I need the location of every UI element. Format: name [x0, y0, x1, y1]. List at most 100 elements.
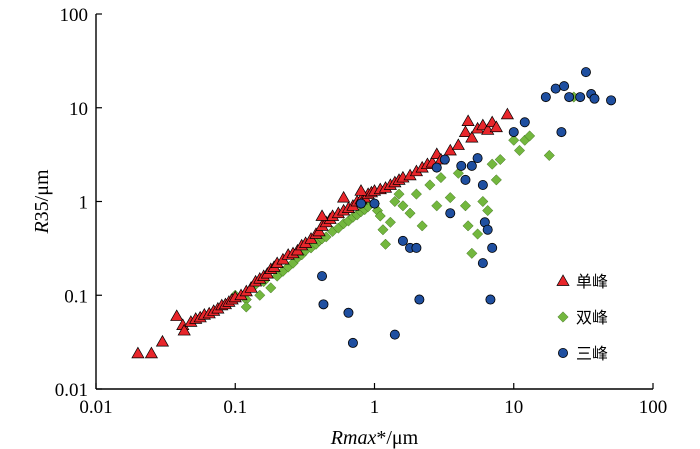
data-point-circle — [472, 153, 483, 164]
data-point-triangle — [337, 190, 351, 203]
data-point-circle — [356, 198, 367, 209]
legend-item: 双峰 — [557, 308, 608, 327]
data-point-diamond — [524, 130, 536, 142]
data-point-triangle — [315, 209, 329, 221]
data-point-circle — [477, 179, 488, 190]
data-point-circle — [559, 81, 570, 92]
y-tick-label: 100 — [60, 5, 89, 26]
data-point-circle — [580, 67, 591, 78]
data-point-circle — [564, 92, 575, 103]
data-point-diamond — [466, 247, 478, 259]
data-point-diamond — [379, 238, 392, 250]
data-point-diamond — [490, 174, 502, 186]
legend-marker-triangle — [556, 274, 570, 286]
x-tick-label: 1 — [370, 397, 380, 418]
data-point-diamond — [462, 220, 474, 232]
data-points — [131, 67, 617, 359]
y-tick-label: 1 — [79, 193, 89, 214]
data-point-diamond — [404, 207, 416, 219]
legend-item: 三峰 — [558, 344, 608, 363]
data-point-circle — [575, 92, 586, 103]
legend-label: 双峰 — [576, 308, 608, 327]
data-point-circle — [477, 258, 488, 269]
data-point-circle — [397, 235, 408, 246]
data-point-circle — [343, 307, 354, 318]
data-point-circle — [439, 154, 450, 165]
data-point-circle — [550, 83, 561, 94]
data-point-triangle — [489, 120, 503, 133]
data-point-triangle — [155, 334, 170, 347]
legend-label: 三峰 — [576, 344, 608, 363]
legend-marker-diamond — [557, 311, 569, 323]
data-point-circle — [606, 95, 617, 106]
data-point-circle — [445, 208, 456, 219]
y-axis-label: R35/μm — [31, 169, 53, 234]
x-tick-label: 0.1 — [223, 397, 247, 418]
data-point-triangle — [354, 184, 368, 196]
data-point-circle — [431, 162, 442, 173]
data-point-diamond — [240, 301, 252, 313]
data-point-triangle — [458, 125, 473, 137]
data-point-circle — [485, 294, 496, 305]
data-point-diamond — [508, 134, 520, 146]
y-tick-label: 0.01 — [55, 380, 88, 401]
data-point-diamond — [444, 192, 456, 204]
data-point-diamond — [513, 144, 526, 157]
data-point-circle — [487, 242, 498, 253]
data-point-diamond — [416, 220, 428, 232]
x-tick-label: 0.01 — [79, 397, 112, 418]
data-point-diamond — [377, 224, 389, 236]
data-point-triangle — [465, 130, 479, 143]
x-tick-label: 10 — [504, 397, 523, 418]
data-point-diamond — [472, 228, 484, 240]
x-axis-label: Rmax*/μm — [330, 427, 419, 449]
data-point-diamond — [393, 188, 405, 200]
data-point-triangle — [177, 323, 191, 336]
data-point-diamond — [374, 210, 386, 222]
data-point-circle — [482, 224, 493, 235]
data-point-diamond — [431, 200, 443, 212]
data-point-triangle — [451, 138, 465, 150]
data-point-diamond — [397, 200, 409, 212]
data-point-diamond — [543, 149, 555, 161]
data-point-triangle — [170, 309, 184, 321]
data-point-diamond — [494, 154, 506, 166]
data-point-diamond — [265, 282, 277, 294]
data-point-circle — [389, 329, 400, 340]
data-point-triangle — [244, 281, 258, 293]
data-point-circle — [347, 337, 358, 348]
data-point-triangle — [131, 346, 145, 359]
y-tick-label: 10 — [69, 99, 88, 120]
data-point-diamond — [477, 195, 489, 208]
data-point-triangle — [500, 107, 514, 120]
data-point-diamond — [435, 172, 447, 184]
data-point-diamond — [482, 205, 494, 217]
data-point-circle — [508, 127, 519, 138]
x-tick-label: 100 — [639, 397, 668, 418]
data-point-circle — [519, 117, 530, 128]
data-point-triangle — [144, 346, 159, 359]
axes: 0.01 0.1 1 10 100 0.01 0.1 1 10 100 Rmax*/μm R35/μm — [31, 5, 667, 449]
data-point-diamond — [384, 216, 396, 228]
legend-label: 单峰 — [576, 272, 608, 291]
data-point-triangle — [461, 114, 475, 126]
data-point-circle — [318, 299, 329, 310]
data-point-diamond — [410, 188, 422, 200]
data-point-circle — [456, 160, 467, 171]
data-point-diamond — [459, 200, 472, 212]
data-point-circle — [556, 127, 567, 138]
legend-marker-circle — [558, 347, 569, 358]
data-point-circle — [317, 271, 328, 282]
data-point-diamond — [486, 158, 498, 170]
data-point-diamond — [424, 179, 436, 191]
data-point-circle — [369, 198, 380, 209]
data-point-diamond — [452, 167, 464, 179]
y-tick-label: 0.1 — [64, 286, 88, 307]
data-point-circle — [589, 93, 600, 104]
data-point-diamond — [389, 195, 401, 208]
legend-item: 单峰 — [556, 272, 608, 291]
data-point-circle — [411, 242, 422, 253]
data-point-circle — [466, 160, 477, 171]
